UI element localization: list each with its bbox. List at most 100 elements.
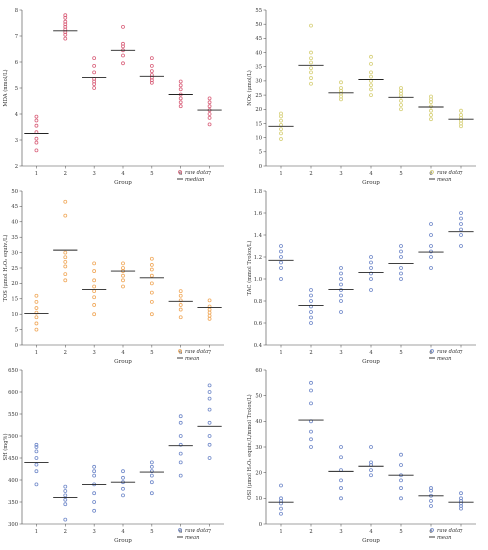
data-point [279, 496, 283, 501]
x-tick-label: 4 [121, 171, 125, 177]
data-point [34, 327, 39, 332]
y-tick-label: 7 [15, 34, 18, 40]
data-point [34, 462, 39, 467]
y-tick-label: 25 [255, 93, 262, 99]
data-point [399, 107, 403, 112]
data-point [459, 506, 463, 511]
data-point [63, 22, 68, 27]
data-point [178, 460, 183, 465]
y-tick-label: 35 [255, 65, 262, 71]
y-tick-label: 20 [255, 470, 262, 476]
x-tick-label: 4 [121, 529, 125, 535]
data-point [34, 293, 39, 298]
x-axis-title: Group [114, 180, 132, 186]
data-point [178, 434, 183, 438]
data-point [339, 277, 343, 281]
x-tick-label: 7 [459, 529, 462, 535]
data-point [121, 41, 125, 46]
data-point [34, 148, 39, 153]
data-point [92, 82, 97, 86]
data-point [149, 460, 154, 465]
data-point [309, 299, 313, 303]
x-tick-label: 3 [339, 171, 342, 177]
data-point [207, 390, 212, 394]
x-tick-label: 4 [369, 350, 373, 356]
y-tick-label: 300 [8, 522, 18, 528]
data-point [178, 315, 183, 320]
data-point [459, 496, 463, 501]
data-point [178, 79, 183, 84]
data-point [149, 263, 154, 267]
data-point [149, 464, 154, 469]
data-point [459, 504, 463, 508]
data-point [121, 486, 125, 491]
data-point [399, 249, 403, 254]
y-tick-label: 500 [8, 434, 18, 440]
x-tick-label: 7 [459, 350, 462, 356]
x-tick-label: 7 [459, 171, 462, 177]
data-point [178, 451, 183, 456]
data-point [63, 489, 68, 493]
data-point [63, 250, 68, 255]
data-point [121, 24, 125, 29]
chart-panel-4: 0.4 0.6 0.8 1.0 1.2 1.4 1.6 1.8 1 2 3 4 5 6 7 Group TAC … [246, 189, 476, 365]
data-point [309, 81, 313, 86]
data-point [369, 54, 373, 59]
y-tick-label: 0 [259, 522, 262, 528]
data-point [279, 111, 283, 116]
y-tick-label: 1.8 [254, 189, 262, 195]
data-point [207, 116, 212, 120]
data-point [309, 437, 313, 442]
data-point [339, 310, 343, 314]
x-tick-label: 7 [208, 529, 211, 535]
y-tick-label: 30 [255, 79, 262, 85]
legend-line-label: mean [185, 535, 199, 541]
x-tick-label: 6 [179, 171, 182, 177]
data-point [459, 244, 463, 248]
data-point [429, 104, 433, 109]
x-tick-label: 7 [208, 350, 211, 356]
data-point [121, 284, 125, 289]
data-point [309, 50, 313, 55]
data-point [178, 298, 183, 303]
data-point [34, 123, 39, 128]
data-point [121, 273, 125, 278]
y-axis-title: TAC (mmol Trolox/L) [246, 241, 253, 296]
data-point [92, 269, 97, 273]
y-tick-label: 0 [259, 164, 262, 170]
data-point [149, 69, 154, 73]
data-point [34, 445, 39, 449]
data-point [459, 222, 463, 226]
y-tick-label: 20 [255, 107, 262, 113]
data-point [429, 233, 433, 237]
legend-point-swatch [178, 528, 182, 532]
data-point [121, 266, 125, 270]
data-point [309, 288, 313, 292]
data-point [339, 282, 343, 287]
data-point [178, 87, 183, 92]
x-tick-label: 5 [150, 171, 153, 177]
data-point [339, 445, 343, 449]
data-point [207, 420, 212, 425]
data-point [34, 482, 39, 487]
data-point [309, 429, 313, 434]
data-point [34, 118, 39, 123]
data-point [279, 127, 283, 132]
data-point [178, 289, 183, 294]
x-tick-label: 6 [429, 529, 432, 535]
data-point [178, 307, 183, 312]
y-tick-label: 20 [11, 281, 18, 287]
y-tick-label: 2 [15, 164, 18, 170]
data-point [339, 288, 343, 292]
x-tick-label: 3 [339, 529, 342, 535]
x-axis-title: Group [114, 538, 132, 544]
x-tick-label: 2 [309, 171, 312, 177]
x-axis-title: Group [362, 180, 380, 186]
data-point [429, 504, 433, 508]
data-point [309, 401, 313, 406]
y-axis-title: OSI (μmol H₂O₂ equiv./L/mmol Trolox/L) [246, 394, 253, 499]
x-tick-label: 3 [92, 171, 95, 177]
x-axis-title: Group [114, 359, 132, 365]
